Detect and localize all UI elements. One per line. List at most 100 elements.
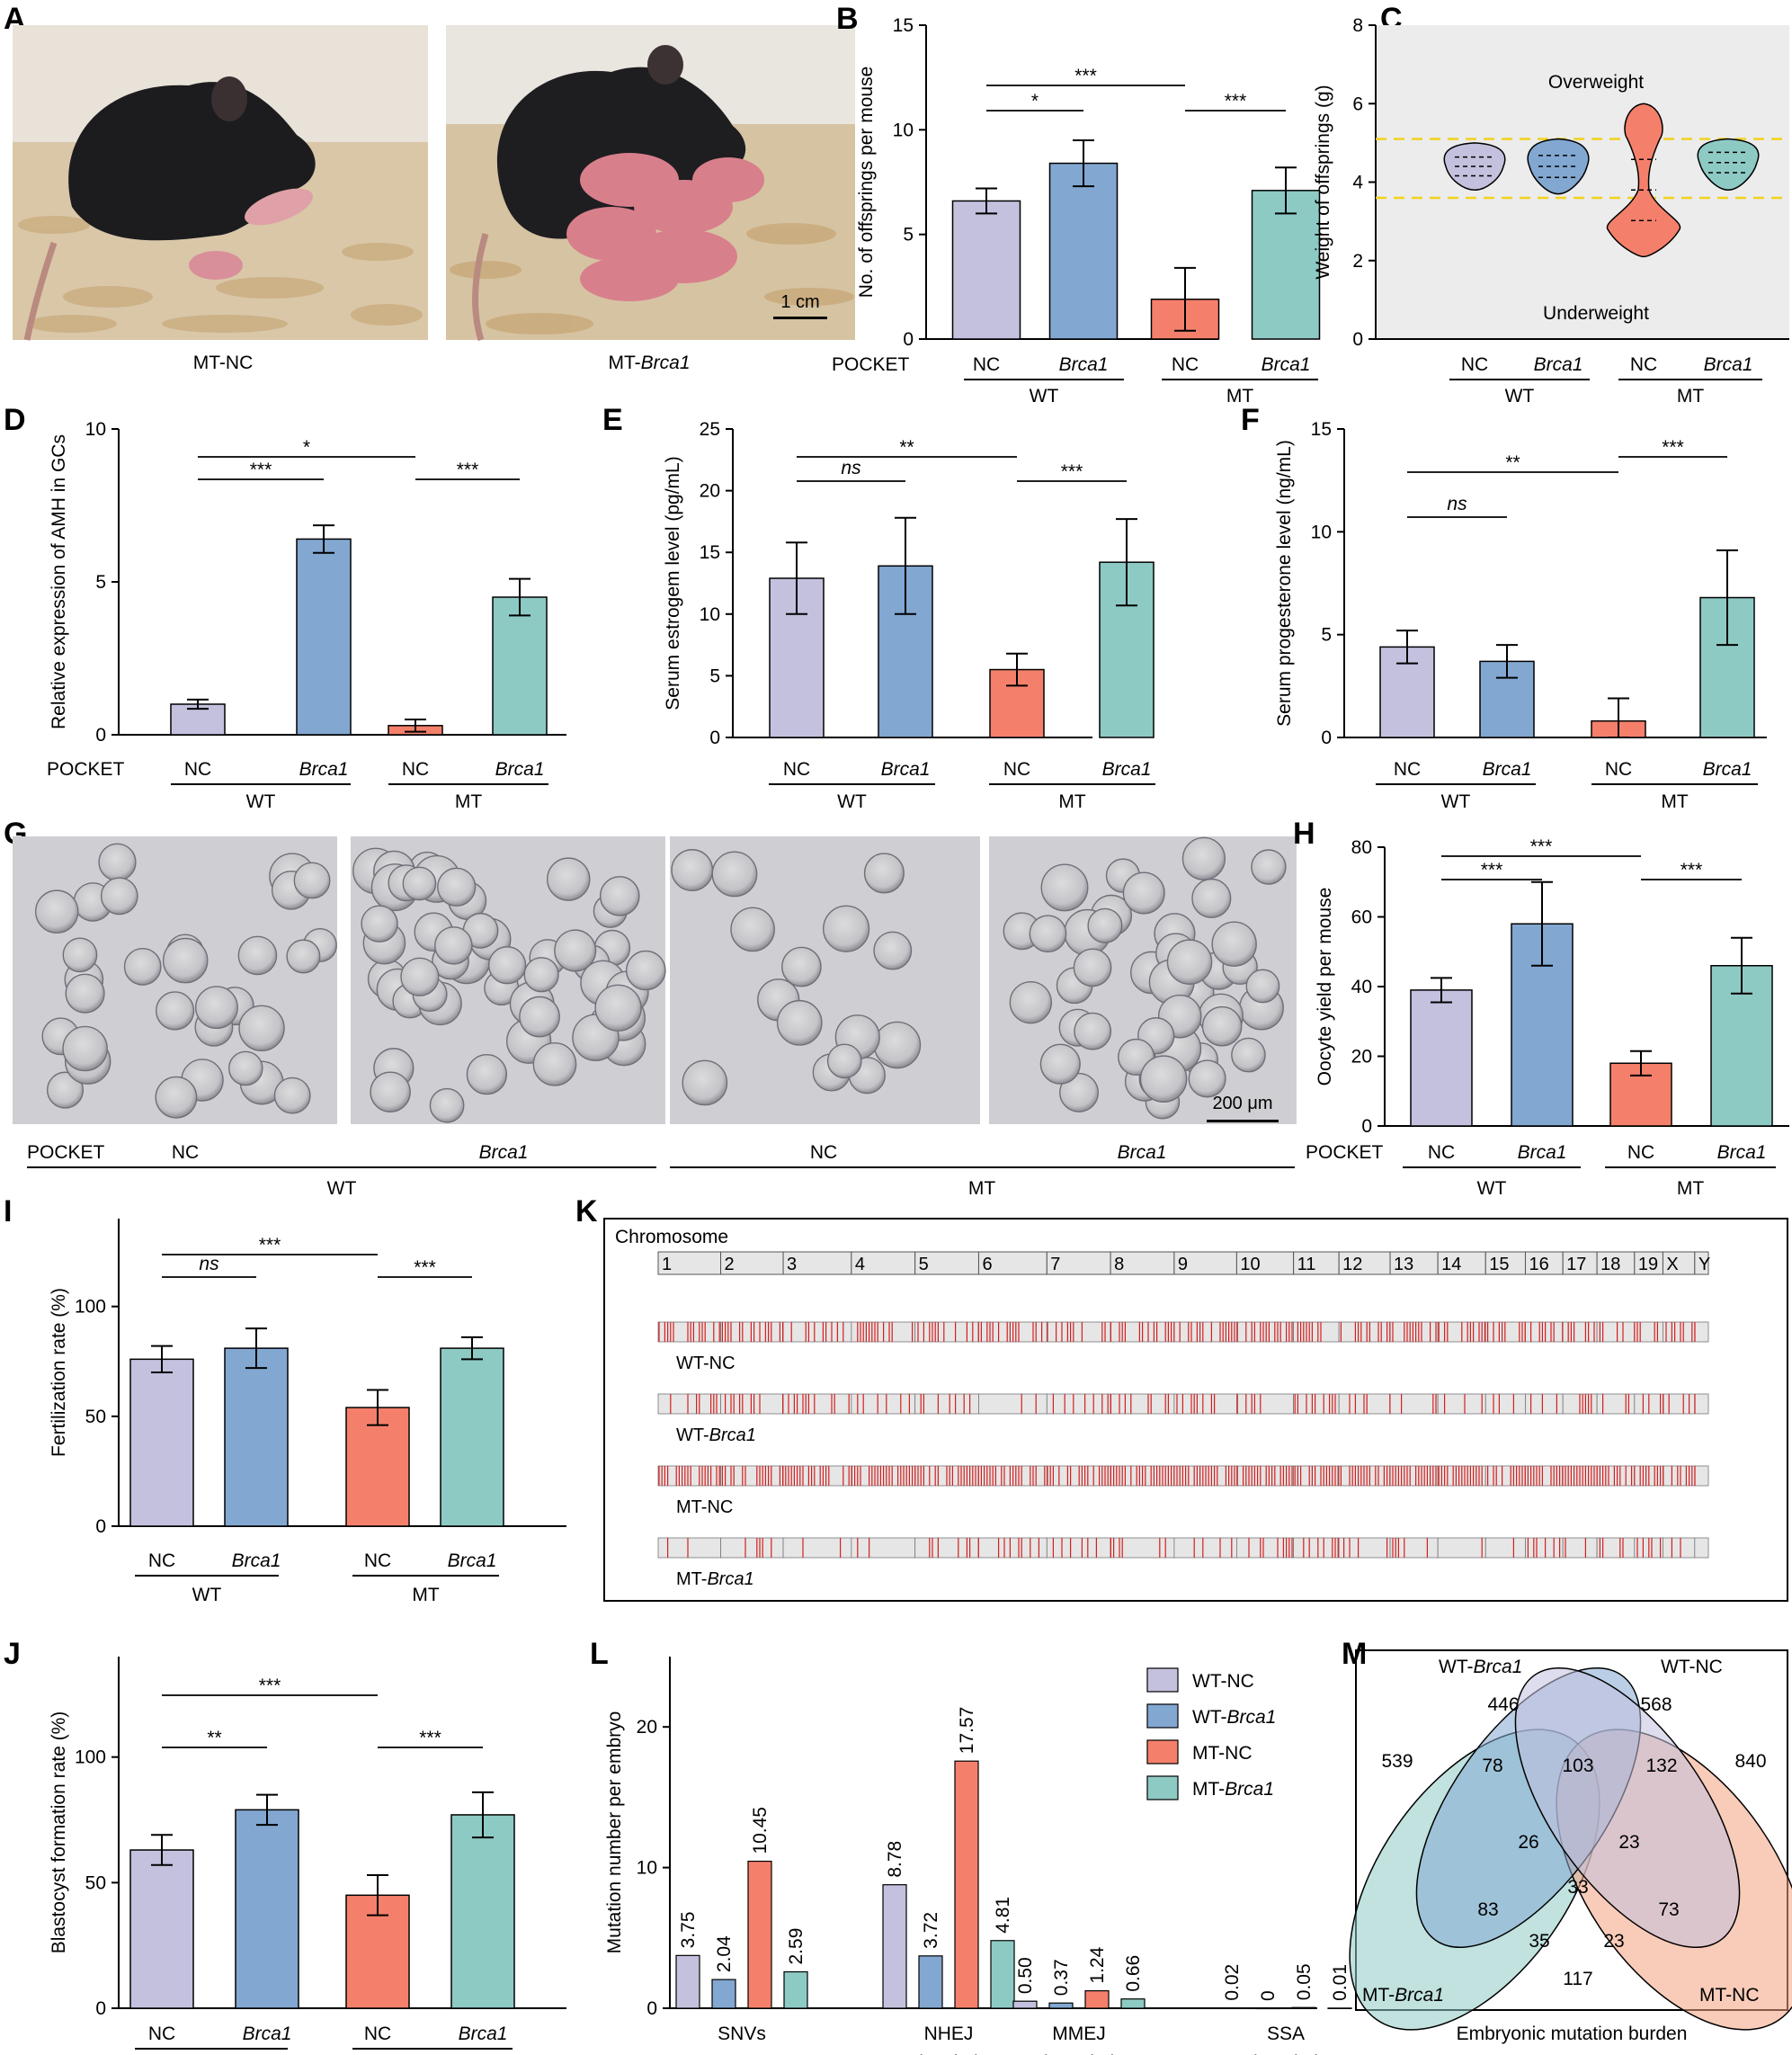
photo-mt-brca1: 1 cm (446, 25, 855, 342)
significance-label: *** (419, 1728, 441, 1748)
y-tick-label: 0 (95, 725, 106, 746)
row-label-pocket: POCKET (1306, 1142, 1384, 1163)
y-axis-label: Blastocyst formation rate (%) (49, 1711, 69, 1954)
venn-count: 35 (1529, 1931, 1549, 1952)
bar (1291, 2006, 1316, 2009)
venn-label-wt-nc: WT-NC (1661, 1657, 1723, 1677)
track-chromosome (782, 1465, 852, 1487)
panel-j: J 0 50 100 Blastocyst formation rate (%) NC Br… (4, 1637, 566, 2050)
bar (1048, 162, 1119, 340)
micrograph (989, 836, 1297, 1124)
chromosome-number: 19 (1638, 1255, 1658, 1274)
panel-letter-e: E (602, 403, 623, 437)
bar (1084, 1990, 1110, 2009)
group-label: WT (1030, 386, 1059, 407)
group-label: MT (412, 1585, 439, 1605)
y-tick-label: 20 (637, 1717, 657, 1738)
y-tick-label: 50 (85, 1407, 106, 1427)
oocyte-cell (682, 1059, 728, 1106)
track-chromosome (1338, 1321, 1391, 1343)
category-label: Brca1 (232, 1550, 281, 1571)
legend-swatch (1146, 1739, 1179, 1765)
track-chromosome (1663, 1537, 1696, 1559)
panel-letter-b: B (836, 2, 859, 36)
caption-mt-nc: MT-NC (193, 353, 254, 373)
track-chromosome (1110, 1537, 1175, 1559)
bar (675, 1954, 700, 2009)
y-axis-label: No. of offsprings per mouse (856, 67, 877, 299)
oocyte-cell (1181, 836, 1226, 880)
panel-k-frame (603, 1218, 1788, 1602)
significance-label: * (1031, 91, 1039, 112)
scale-bar-a (773, 317, 827, 319)
category-label: NC (1394, 759, 1421, 780)
category-label: NC (973, 354, 1000, 375)
oocyte-cell (361, 905, 398, 943)
panel-e: E 0 5 10 15 20 25 Serum estrogem level (pg/mL) N… (602, 403, 1155, 812)
panel-k: K Chromosome 1 2 3 4 5 6 7 8 9 10 11 12 13 14 15 16 17 18… (575, 1194, 1788, 1602)
track-chromosome (720, 1393, 784, 1415)
y-axis-label: Relative expression of AMH in GCs (49, 434, 69, 729)
venn-label-mt-brca1: MT-Brca1 (1362, 1985, 1444, 2006)
photo-mt-nc (13, 25, 428, 341)
significance-label: *** (1061, 461, 1083, 482)
oocyte-cell (98, 843, 137, 881)
oocyte-cell (826, 1043, 862, 1079)
data-label: 4.81 (993, 1897, 1013, 1934)
oocyte-cell (65, 973, 105, 1014)
annotation-underweight: Underweight (1543, 303, 1649, 324)
oocyte-cell (626, 950, 666, 991)
group-label: MT (1058, 791, 1085, 812)
chromosome-number: 7 (1050, 1255, 1060, 1274)
legend-gene: Brca1 (1225, 1779, 1274, 1800)
y-tick-label: 25 (700, 419, 720, 440)
chromosome-box (1634, 1251, 1663, 1275)
significance-label: *** (414, 1257, 436, 1278)
oocyte-cell (1039, 1043, 1081, 1085)
oocyte-cell (400, 957, 440, 996)
track-chromosome (978, 1393, 1048, 1415)
oocyte-cell (286, 939, 321, 974)
legend-prefix: MT- (1192, 1743, 1225, 1764)
track-chromosome (1173, 1537, 1237, 1559)
chromosome-box (977, 1251, 1048, 1275)
oocyte-cell (523, 957, 559, 993)
y-tick-label: 10 (893, 120, 914, 140)
mutation-track (657, 1321, 1709, 1343)
category-label: NC (364, 1550, 391, 1571)
track-chromosome (720, 1465, 784, 1487)
venn-title: Embryonic mutation burden (1457, 2024, 1688, 2044)
bar (990, 1940, 1015, 2009)
oocyte-cell (554, 929, 597, 972)
bar (954, 1760, 979, 2009)
oocyte-cell (671, 849, 714, 891)
oocyte-cell (776, 999, 823, 1046)
group-label: MT (1661, 791, 1688, 812)
venn-count: 26 (1518, 1832, 1538, 1853)
oocyte-cell (873, 1021, 922, 1069)
bar (296, 538, 352, 736)
chromosome-tracks: 1 2 3 4 5 6 7 8 9 10 11 12 13 14 15 16 17 18 19 X Y (657, 1251, 1710, 1559)
group-label: WT (192, 1585, 222, 1605)
oocyte-cell (194, 986, 238, 1030)
y-axis-label: Mutation number per embryo (604, 1711, 625, 1954)
significance-label: ** (207, 1728, 221, 1748)
venn-count: 446 (1487, 1694, 1519, 1715)
venn-count: 539 (1381, 1751, 1413, 1772)
panel-d: D 0 5 10 Relative expression of AMH in GCs NC… (4, 403, 566, 812)
data-label: 10.45 (750, 1807, 771, 1854)
row-label-pocket-g: POCKET (27, 1142, 105, 1163)
oocyte-cell (1059, 1072, 1099, 1112)
bar (129, 1849, 194, 2009)
y-axis-label: Weight of offsprings (g) (1313, 85, 1333, 279)
bar (1120, 1998, 1146, 2009)
category-label: NC (148, 2024, 175, 2044)
panel-letter-h: H (1293, 817, 1315, 851)
oocyte-cell (1188, 1059, 1226, 1098)
track-chromosome (1389, 1537, 1439, 1559)
track-chromosome (1437, 1537, 1486, 1559)
oocyte-cell (123, 947, 162, 986)
category-label: Brca1 (1102, 759, 1152, 780)
venn-count: 840 (1734, 1751, 1766, 1772)
